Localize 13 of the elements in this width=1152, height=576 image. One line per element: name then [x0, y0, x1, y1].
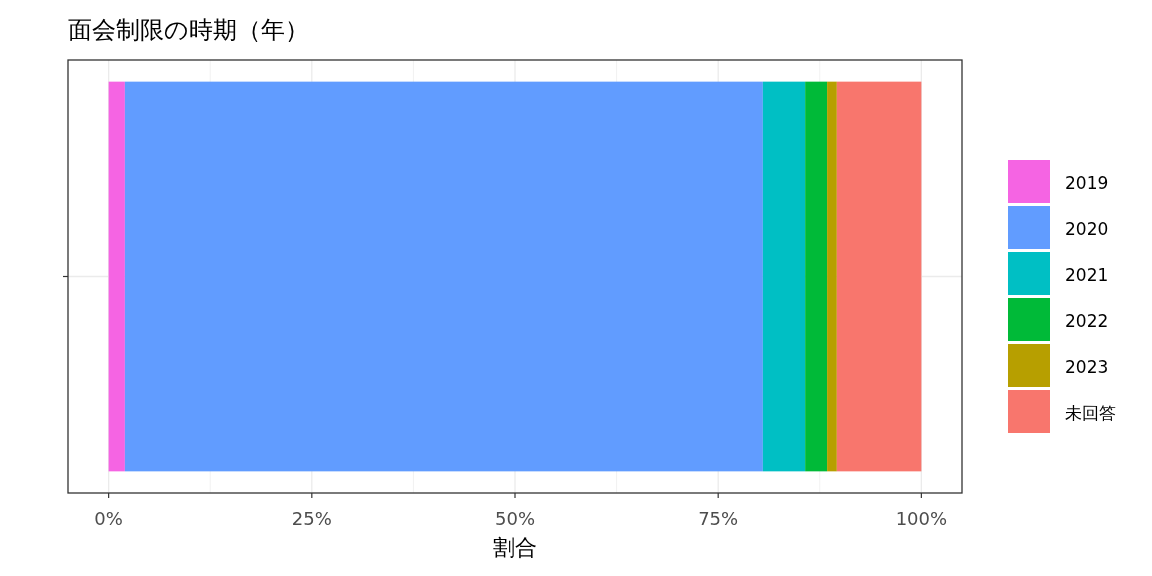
bar	[108, 81, 125, 472]
x-tick-label: 100%	[895, 508, 948, 529]
x-tick-label: 50%	[494, 508, 536, 529]
x-axis-title: 割合	[493, 535, 537, 560]
x-tick-label: 0%	[94, 508, 123, 529]
bar	[124, 81, 763, 472]
x-tick-label: 25%	[291, 508, 332, 529]
bar	[805, 81, 828, 472]
bar	[762, 81, 806, 472]
bar	[836, 81, 922, 472]
chart-title: 面会制限の時期（年）	[68, 16, 309, 44]
bar	[827, 81, 837, 472]
x-tick-label: 75%	[698, 508, 739, 529]
